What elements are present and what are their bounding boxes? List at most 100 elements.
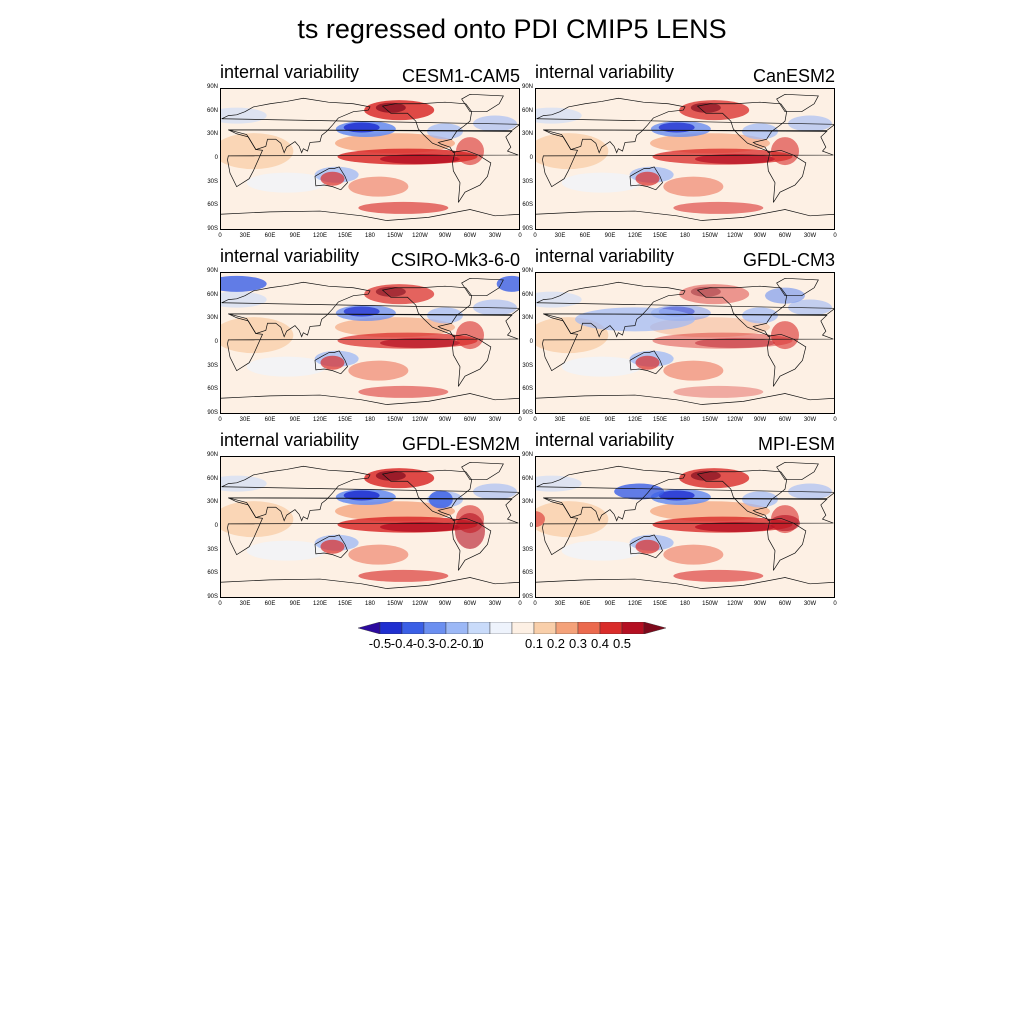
colorbar-tick-label: -0.1: [456, 636, 480, 651]
longitude-tick-label: 60W: [463, 233, 477, 239]
longitude-tick-label: 120E: [627, 233, 643, 239]
coastline-south-america: [452, 517, 492, 571]
longitude-tick-label: 150W: [387, 233, 403, 239]
longitude-tick-label: 90E: [604, 601, 616, 607]
anomaly-patch: [375, 286, 406, 297]
panel-model-label: GFDL-ESM2M: [401, 434, 520, 454]
longitude-tick-label: 0: [833, 233, 837, 239]
colorbar-segment: [599, 622, 623, 634]
colorbar-segment: [467, 622, 491, 634]
longitude-tick-label: 90W: [753, 417, 767, 423]
longitude-tick-label: 120E: [627, 601, 643, 607]
latitude-tick-label: 90S: [522, 226, 533, 232]
coastline-north-america: [696, 469, 788, 522]
longitude-tick-label: 90E: [289, 601, 301, 607]
latitude-tick-label: 90S: [207, 226, 218, 232]
colorbar-segment: [489, 622, 513, 634]
latitude-tick-label: 60S: [522, 202, 533, 209]
longitude-tick-label: 180: [364, 417, 376, 423]
regression-map: [220, 272, 520, 414]
coastline-north-america: [696, 101, 788, 154]
coastline-south-america: [452, 333, 492, 387]
latitude-tick-label: 0: [214, 155, 218, 161]
latitude-tick-label: 60N: [206, 291, 218, 298]
longitude-tick-label: 60W: [463, 601, 477, 607]
coastline-greenland: [776, 277, 819, 297]
anomaly-patch: [673, 569, 764, 582]
coastline-greenland: [776, 93, 819, 113]
anomaly-patch: [375, 470, 406, 481]
anomaly-patch: [771, 321, 799, 350]
longitude-tick-label: 150E: [337, 601, 353, 607]
longitude-tick-label: 150E: [337, 417, 353, 423]
latitude-tick-label: 0: [529, 523, 533, 529]
longitude-tick-label: 0: [218, 601, 222, 607]
latitude-tick-label: 30S: [207, 546, 218, 553]
coastline-africa: [227, 313, 519, 372]
anomaly-patch: [320, 171, 345, 186]
longitude-tick-label: 90E: [289, 233, 301, 239]
longitude-tick-label: 30E: [554, 601, 566, 607]
map-panel: internal variability MPI-ESM 90N 60N 30N 0 30S…: [522, 430, 837, 610]
longitude-tick-label: 150W: [702, 417, 718, 423]
longitude-tick-label: 60W: [778, 601, 792, 607]
longitude-tick-label: 120W: [412, 233, 428, 239]
longitude-tick-label: 120W: [412, 417, 428, 423]
anomaly-patch: [220, 275, 267, 292]
coastline-antarctica: [220, 209, 520, 230]
latitude-tick-label: 90S: [522, 410, 533, 416]
longitude-tick-label: 0: [833, 601, 837, 607]
longitude-tick-label: 30E: [239, 601, 251, 607]
anomaly-patch: [380, 338, 460, 348]
coastline-south-america: [767, 333, 807, 387]
longitude-tick-label: 90W: [753, 601, 767, 607]
longitude-tick-label: 90E: [604, 233, 616, 239]
latitude-tick-label: 30S: [522, 546, 533, 553]
longitude-tick-label: 90W: [438, 601, 452, 607]
coastline-antarctica: [220, 393, 520, 414]
longitude-tick-label: 120W: [727, 233, 743, 239]
colorbar-segment: [643, 622, 666, 634]
colorbar-tick-label: 0.1: [524, 636, 544, 651]
coastline-africa: [227, 497, 519, 556]
anomaly-patch: [348, 544, 409, 565]
colorbar-tick-label: 0.2: [546, 636, 566, 651]
coastline-eurasia: [221, 97, 520, 154]
longitude-tick-label: 30E: [554, 417, 566, 423]
longitude-tick-label: 180: [679, 417, 691, 423]
map-plot-area: [220, 456, 520, 598]
coastline-australia: [314, 166, 348, 191]
anomaly-patch: [690, 470, 721, 481]
map-frame: [535, 272, 835, 414]
longitude-tick-label: 30W: [488, 417, 502, 423]
coastline-south-america: [767, 517, 807, 571]
map-panel: internal variability CESM1-CAM5 90N 60N 30N 0…: [207, 62, 522, 242]
colorbar: [358, 622, 666, 634]
latitude-tick-label: 90S: [207, 410, 218, 416]
longitude-tick-label: 150W: [702, 601, 718, 607]
longitude-tick-label: 120W: [412, 601, 428, 607]
anomaly-patch: [456, 321, 484, 350]
longitude-tick-label: 90W: [438, 233, 452, 239]
anomaly-patch: [561, 172, 642, 193]
longitude-tick-label: 150W: [387, 417, 403, 423]
longitude-tick-label: 0: [518, 601, 522, 607]
coastline-greenland: [461, 93, 504, 113]
longitude-tick-label: 0: [533, 417, 537, 423]
latitude-tick-label: 60N: [206, 475, 218, 482]
anomaly-patch: [771, 137, 799, 166]
longitude-tick-label: 30E: [554, 233, 566, 239]
anomaly-patch: [652, 332, 793, 349]
longitude-tick-label: 90W: [753, 233, 767, 239]
longitude-tick-label: 60E: [264, 417, 276, 423]
coastline-africa: [542, 313, 834, 372]
longitude-tick-label: 60E: [579, 417, 591, 423]
anomaly-patch: [650, 501, 770, 522]
anomaly-patch: [320, 355, 345, 370]
anomaly-patch: [455, 512, 485, 549]
longitude-tick-label: 150E: [652, 233, 668, 239]
longitude-tick-label: 60E: [579, 601, 591, 607]
longitude-tick-label: 0: [518, 417, 522, 423]
anomaly-patch: [535, 133, 609, 170]
regression-map: [220, 88, 520, 230]
